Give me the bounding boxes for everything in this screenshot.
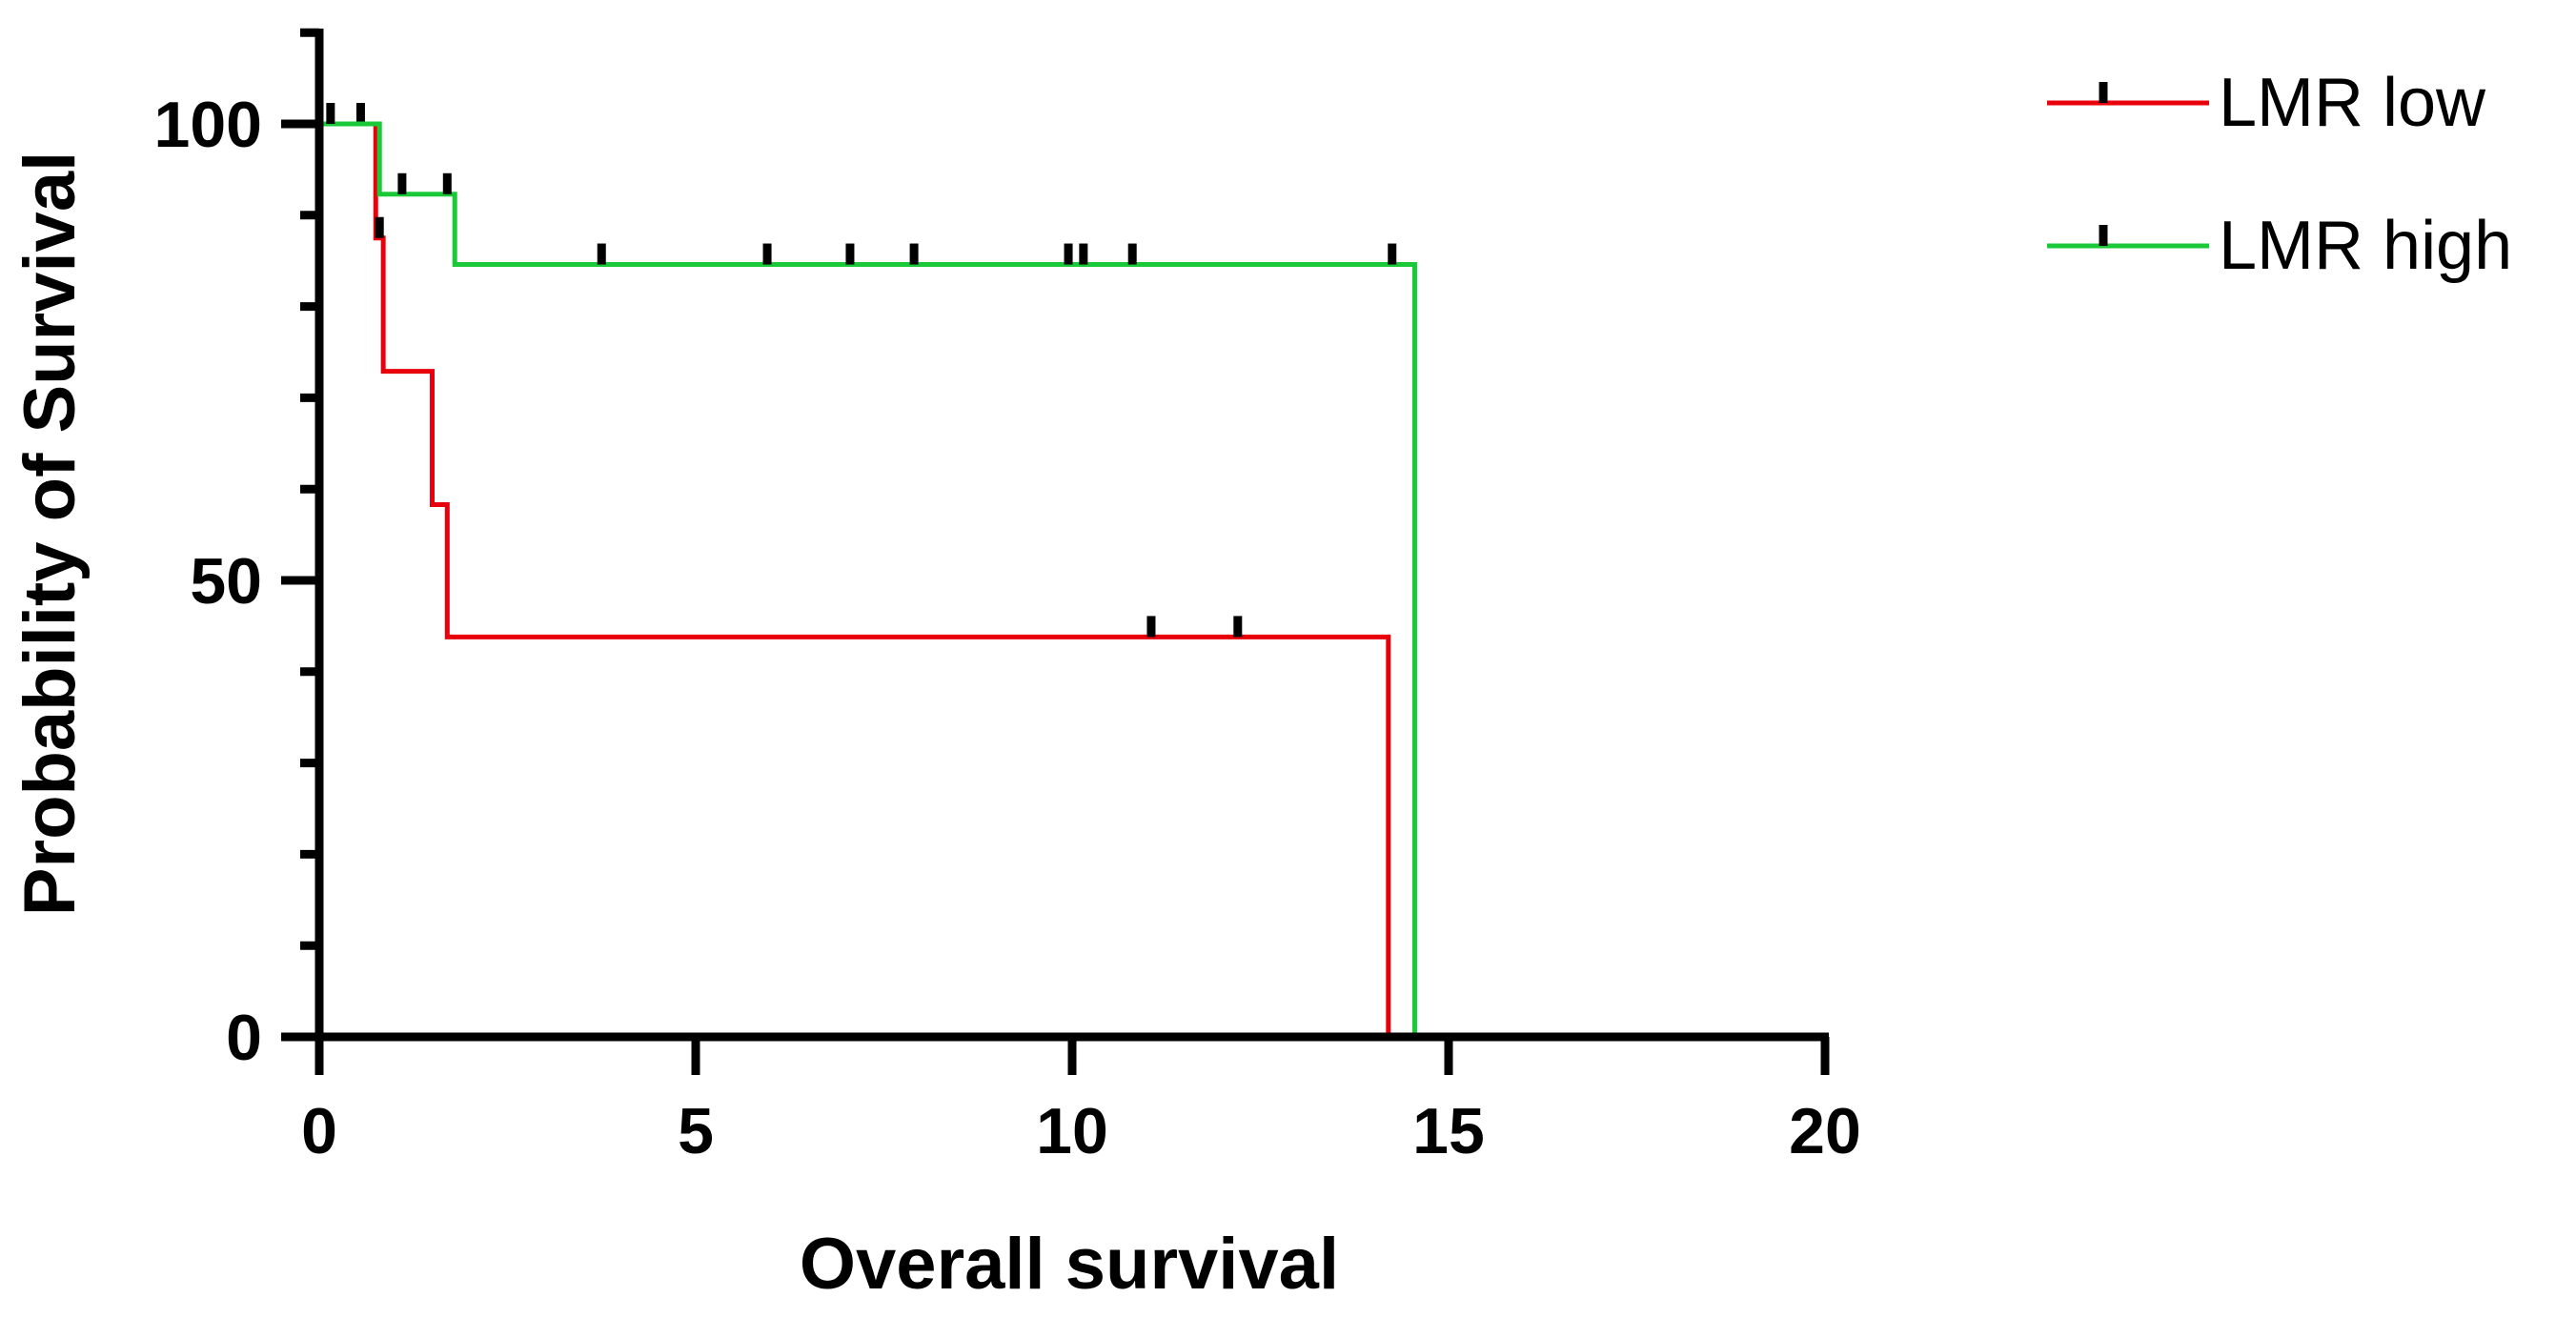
series-line-lmr-high: [319, 121, 1417, 1037]
y-tick-label: 0: [226, 1002, 262, 1074]
y-tick-label: 100: [154, 89, 262, 161]
legend-label: LMR high: [2219, 208, 2512, 284]
x-tick-label: 20: [1789, 1095, 1861, 1167]
x-tick-label: 10: [1036, 1095, 1108, 1167]
series-line-lmr-low: [319, 121, 1391, 1037]
axes: 0 50 100 0 5 10 15 20: [154, 28, 1861, 1167]
y-tick-label: 50: [190, 545, 262, 618]
legend: LMR low LMR high: [2047, 65, 2512, 284]
y-axis-label: Probability of Survival: [10, 152, 91, 916]
x-tick-label: 0: [301, 1095, 337, 1167]
x-tick-label: 15: [1412, 1095, 1485, 1167]
x-tick-label: 5: [678, 1095, 714, 1167]
plot-area: [319, 103, 1417, 1037]
legend-label: LMR low: [2219, 65, 2486, 141]
x-axis-label: Overall survival: [800, 1224, 1339, 1305]
